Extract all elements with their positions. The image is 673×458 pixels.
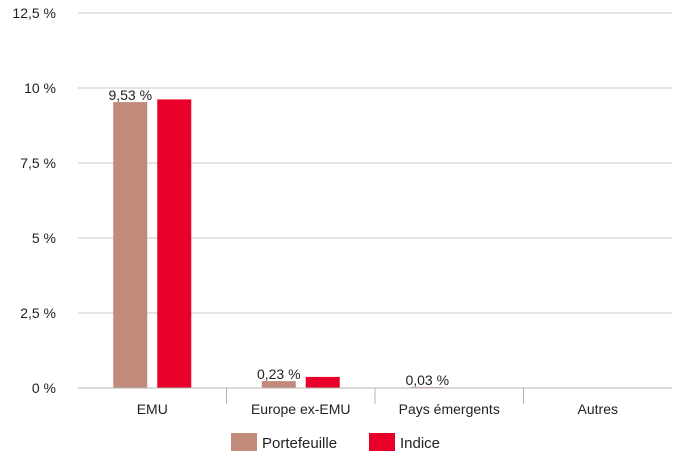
y-tick-label: 2,5 % (20, 305, 56, 321)
legend-label: Portefeuille (262, 435, 337, 452)
data-label: 0,03 % (405, 372, 449, 388)
x-category-label: Europe ex-EMU (251, 401, 351, 417)
x-axis-categories: EMU Europe ex-EMU Pays émergents Autres (137, 401, 618, 417)
y-tick-label: 5 % (32, 230, 56, 246)
bar-indice (157, 99, 192, 389)
y-axis-ticks: 0 % 2,5 % 5 % 7,5 % 10 % 12,5 % (12, 5, 56, 396)
x-axis (78, 387, 672, 404)
legend: Portefeuille Indice (231, 433, 440, 452)
legend-swatch (231, 433, 257, 451)
x-category-label: Autres (578, 401, 618, 417)
y-tick-label: 0 % (32, 380, 56, 396)
y-tick-label: 7,5 % (20, 155, 56, 171)
bars (113, 99, 445, 389)
bar-indice (305, 376, 340, 388)
legend-swatch (369, 433, 395, 451)
y-tick-label: 10 % (24, 80, 56, 96)
bar-portefeuille (261, 381, 296, 388)
y-tick-label: 12,5 % (12, 5, 56, 21)
data-label: 9,53 % (108, 87, 152, 103)
data-labels: 9,53 % 0,23 % 0,03 % (108, 87, 449, 388)
x-category-label: Pays émergents (399, 401, 500, 417)
data-label: 0,23 % (257, 366, 301, 382)
x-category-label: EMU (137, 401, 168, 417)
bar-portefeuille (113, 102, 148, 388)
legend-label: Indice (400, 435, 440, 452)
